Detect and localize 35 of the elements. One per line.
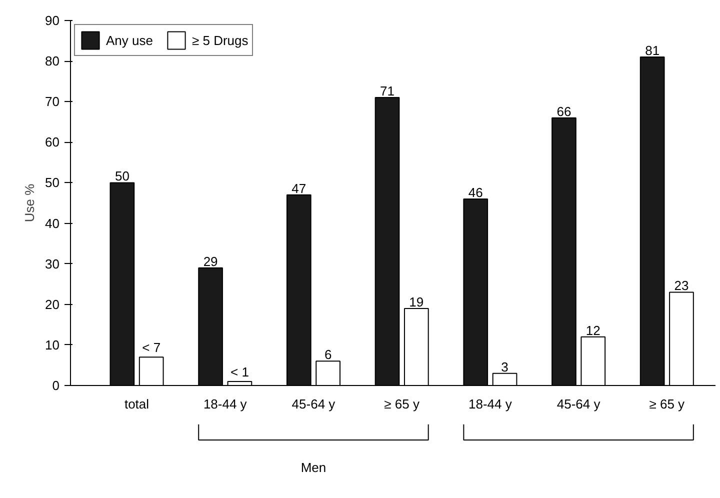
data-label: 71: [380, 84, 394, 99]
data-label: 29: [203, 254, 218, 269]
data-label: 47: [292, 180, 306, 196]
y-tick-label: 10: [45, 337, 60, 352]
x-tick-label: ≥ 65 y: [649, 396, 686, 412]
data-label: 50: [114, 168, 130, 184]
legend-label: ≥ 5 Drugs: [192, 32, 248, 48]
y-tick-label: 20: [45, 296, 60, 312]
data-label: 3: [501, 359, 508, 374]
x-tick-label: 18-44 y: [468, 396, 512, 412]
y-tick-label: 40: [45, 216, 60, 231]
x-tick-label: 18-44 y: [203, 396, 248, 412]
x-tick-label: 45-64 y: [292, 396, 336, 412]
data-label: 6: [324, 347, 332, 362]
y-tick-label: 70: [45, 94, 60, 110]
x-tick-label: ≥ 65 y: [384, 396, 420, 412]
data-label: 12: [586, 322, 600, 338]
data-label: 46: [468, 184, 483, 200]
y-tick-label: 90: [45, 13, 60, 28]
data-label: 19: [409, 294, 424, 310]
y-axis-title: Use %: [22, 183, 38, 222]
data-label: < 7: [142, 340, 161, 356]
y-tick-label: 60: [45, 134, 60, 150]
y-tick-label: 80: [45, 54, 60, 69]
data-label: 23: [674, 278, 689, 294]
legend-label: Any use: [106, 32, 153, 48]
x-tick-label: 45-64 y: [556, 396, 601, 412]
y-tick-label: 50: [45, 175, 60, 190]
data-label: 81: [645, 43, 660, 58]
data-label: 66: [556, 104, 572, 119]
x-tick-label: total: [124, 396, 150, 412]
data-label: < 1: [230, 364, 249, 380]
y-tick-label: 30: [45, 256, 60, 272]
text: Men: [300, 460, 326, 475]
y-tick-label: 0: [52, 378, 60, 393]
